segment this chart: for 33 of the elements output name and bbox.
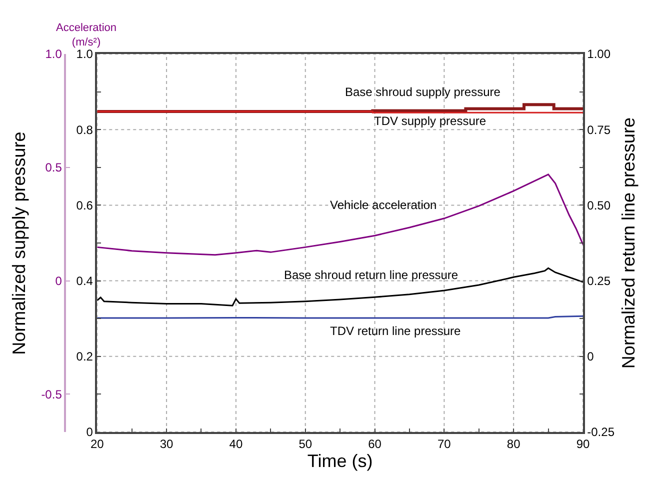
y3-tick-label: 0 bbox=[55, 274, 62, 288]
y3-tick-label: 1.0 bbox=[45, 47, 62, 62]
y3-tick-label: -0.5 bbox=[41, 387, 62, 402]
y-tick-label: 0.8 bbox=[76, 122, 94, 137]
series-label: TDV return line pressure bbox=[330, 324, 462, 338]
y-axis-title: Normalized supply pressure bbox=[8, 132, 29, 355]
x-tick-label: 40 bbox=[229, 437, 243, 452]
y2-tick-label: 0.50 bbox=[587, 198, 611, 212]
x-tick-label: 60 bbox=[368, 437, 382, 452]
x-tick-label: 50 bbox=[298, 437, 312, 452]
y2-tick-label: 0.75 bbox=[587, 122, 611, 137]
x-tick-label: 70 bbox=[438, 437, 452, 452]
x-tick-label: 30 bbox=[160, 437, 174, 452]
x-axis-title: Time (s) bbox=[307, 451, 373, 472]
series-label: Base shroud return line pressure bbox=[284, 268, 458, 282]
x-tick-label: 20 bbox=[90, 437, 104, 452]
y-tick-label: 1.0 bbox=[76, 47, 94, 62]
x-tick-label: 80 bbox=[506, 437, 521, 452]
y3-axis-title: Acceleration (m/s²) bbox=[56, 22, 117, 48]
y-tick-label: 0.2 bbox=[76, 350, 94, 364]
y2-tick-label: 0.25 bbox=[587, 274, 611, 288]
series-label: Vehicle acceleration bbox=[330, 198, 437, 212]
y2-axis-title: Normalized return line pressure bbox=[618, 117, 638, 369]
y-tick-label: 0 bbox=[86, 425, 94, 440]
series-label: Base shroud supply pressure bbox=[345, 85, 501, 99]
y2-tick-label: -0.25 bbox=[587, 425, 615, 440]
y-tick-label: 0.4 bbox=[76, 274, 94, 288]
y3-tick-label: 0.5 bbox=[45, 160, 62, 175]
series-label: TDV supply pressure bbox=[374, 114, 486, 128]
y-tick-label: 0.6 bbox=[76, 198, 94, 212]
y2-tick-label: 0 bbox=[587, 350, 594, 364]
y2-tick-label: 1.00 bbox=[587, 47, 611, 62]
x-tick-label: 90 bbox=[576, 437, 590, 452]
